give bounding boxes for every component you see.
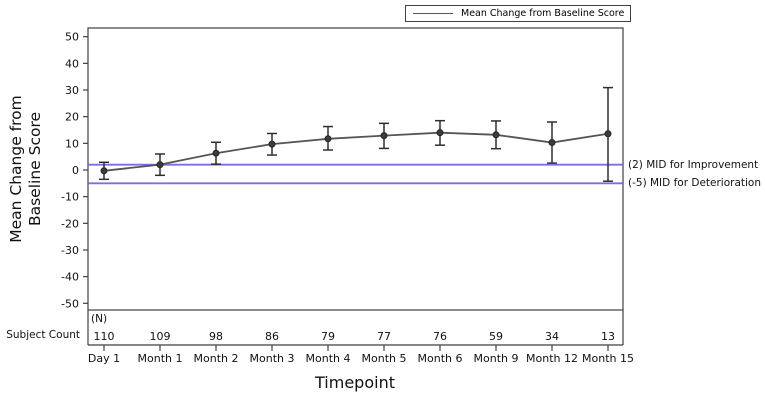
y-axis-tick-label: 40 [65, 57, 79, 70]
legend-label: Mean Change from Baseline Score [461, 8, 625, 19]
y-axis-tick-label: -30 [61, 244, 79, 257]
subject-count-row-label: Subject Count [6, 329, 80, 341]
subject-count-value: 79 [321, 330, 335, 343]
legend-line-swatch-icon [413, 13, 453, 14]
plot-area-border [87, 27, 624, 311]
y-axis-tick-label: -40 [61, 271, 79, 284]
x-axis-category-label: Month 6 [418, 352, 463, 365]
subject-count-value: 34 [545, 330, 559, 343]
x-axis-category-label: Month 12 [526, 352, 578, 365]
x-axis-category-label: Month 9 [474, 352, 519, 365]
y-axis-tick-label: 50 [65, 31, 79, 44]
subject-count-value: 59 [489, 330, 503, 343]
y-axis-tick-label: -10 [61, 191, 79, 204]
y-axis-title-line1: Mean Change from [7, 95, 25, 243]
x-axis-category-label: Month 5 [362, 352, 407, 365]
x-axis-category-label: Month 15 [582, 352, 634, 365]
x-axis-category-label: Month 4 [306, 352, 351, 365]
refline-improvement-label: (2) MID for Improvement [628, 159, 759, 171]
y-axis-tick-label: 10 [65, 137, 79, 150]
y-axis-title-line2: Baseline Score [26, 111, 44, 227]
y-axis-tick-label: 20 [65, 111, 79, 124]
data-point-marker [604, 130, 612, 138]
x-axis-category-label: Month 3 [250, 352, 295, 365]
x-axis-category-label: Day 1 [88, 352, 120, 365]
data-point-marker [436, 129, 444, 137]
data-point-marker [100, 167, 108, 175]
subject-count-unit-label: (N) [91, 313, 108, 325]
y-axis-tick-label: -50 [61, 297, 79, 310]
subject-count-value: 77 [377, 330, 391, 343]
subject-count-value: 76 [433, 330, 447, 343]
data-point-marker [324, 135, 332, 143]
data-point-marker [380, 132, 388, 140]
y-axis-tick-label: -20 [61, 217, 79, 230]
data-point-marker [156, 161, 164, 169]
series-line [103, 131, 609, 172]
y-axis-title: Mean Change from Baseline Score [7, 19, 45, 319]
data-point-marker [548, 139, 556, 147]
x-axis-category-label: Month 1 [138, 352, 183, 365]
y-axis-tick-label: 30 [65, 84, 79, 97]
data-point-marker [268, 140, 276, 148]
data-point-marker [492, 131, 500, 139]
x-axis-category-label: Month 2 [194, 352, 239, 365]
subject-count-value: 109 [150, 330, 171, 343]
y-axis-tick-label: 0 [72, 164, 79, 177]
subject-count-value: 110 [94, 330, 115, 343]
data-point-marker [212, 149, 220, 157]
subject-count-value: 98 [209, 330, 223, 343]
legend: Mean Change from Baseline Score [405, 5, 632, 22]
subject-count-value: 13 [601, 330, 615, 343]
x-axis-title: Timepoint [315, 373, 395, 392]
refline-deterioration-label: (-5) MID for Deterioration [628, 177, 761, 189]
subject-count-value: 86 [265, 330, 279, 343]
